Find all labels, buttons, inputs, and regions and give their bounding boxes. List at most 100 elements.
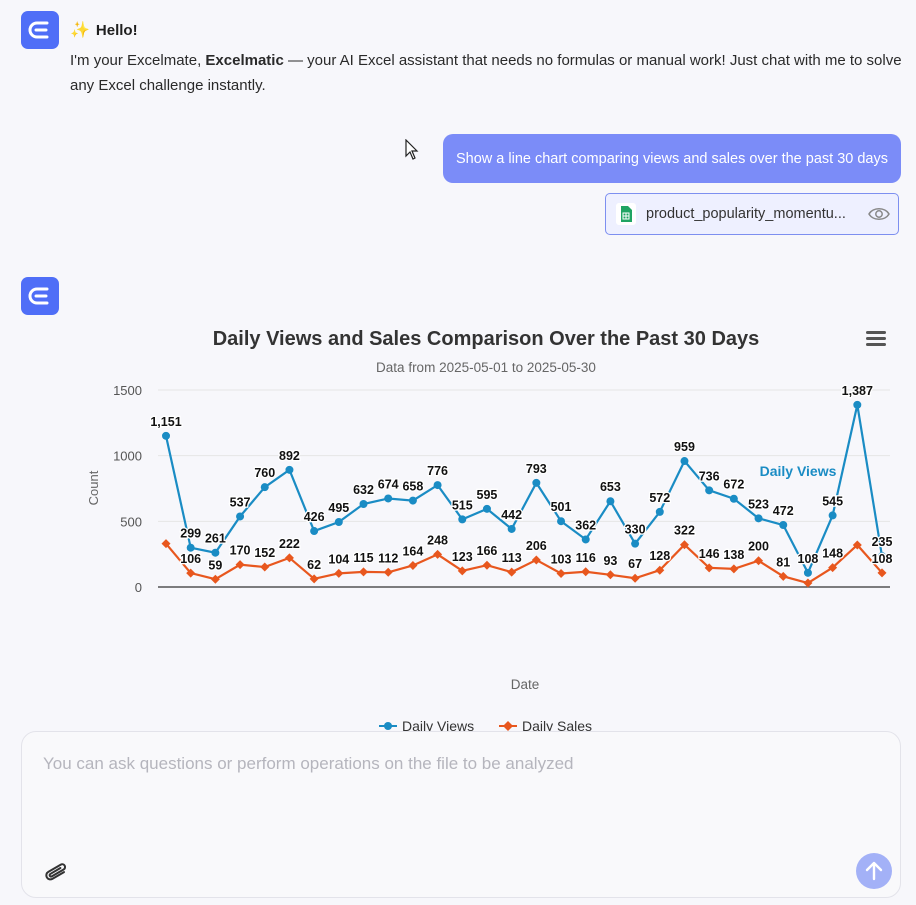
- sales-point[interactable]: [630, 573, 640, 583]
- views-point[interactable]: [359, 499, 368, 508]
- chart-menu-button[interactable]: [866, 331, 886, 349]
- sales-point[interactable]: [161, 539, 171, 549]
- attachment-filename: product_popularity_momentu...: [646, 206, 846, 222]
- views-data-label: 1,387: [842, 384, 873, 398]
- sales-data-label: 128: [649, 549, 670, 563]
- sales-point[interactable]: [605, 570, 615, 580]
- sales-point[interactable]: [408, 560, 418, 570]
- views-point[interactable]: [384, 494, 393, 503]
- sales-point[interactable]: [852, 540, 862, 550]
- views-point[interactable]: [606, 497, 615, 506]
- sales-point[interactable]: [531, 555, 541, 565]
- views-point[interactable]: [310, 527, 319, 536]
- preview-eye-icon[interactable]: [868, 205, 890, 223]
- sales-point[interactable]: [679, 540, 689, 550]
- greeting-text-start: I'm your Excelmate,: [70, 52, 206, 69]
- views-data-label: 776: [427, 464, 448, 478]
- y-tick-label: 1500: [113, 383, 142, 398]
- views-data-label: 892: [279, 449, 300, 463]
- sales-point[interactable]: [235, 560, 245, 570]
- views-data-label: 672: [723, 478, 744, 492]
- send-button[interactable]: [856, 853, 892, 889]
- views-point[interactable]: [285, 465, 294, 474]
- views-point[interactable]: [655, 507, 664, 516]
- sales-data-label: 222: [279, 537, 300, 551]
- sales-point[interactable]: [334, 568, 344, 578]
- views-point[interactable]: [408, 496, 417, 505]
- views-data-label: 495: [328, 501, 349, 515]
- views-point[interactable]: [853, 400, 862, 409]
- views-point[interactable]: [211, 548, 220, 557]
- attachment-card[interactable]: product_popularity_momentu...: [605, 193, 899, 235]
- views-point[interactable]: [433, 481, 442, 490]
- sales-point[interactable]: [655, 565, 665, 575]
- sales-point[interactable]: [754, 556, 764, 566]
- views-data-label: 261: [205, 532, 226, 546]
- views-point[interactable]: [878, 552, 886, 561]
- sales-point[interactable]: [704, 563, 714, 573]
- sales-point[interactable]: [729, 564, 739, 574]
- mouse-cursor-icon: [405, 139, 419, 160]
- sales-point[interactable]: [309, 574, 319, 584]
- sales-data-label: 322: [674, 524, 695, 538]
- sales-data-label: 104: [328, 552, 349, 566]
- views-point[interactable]: [779, 521, 788, 530]
- sales-point[interactable]: [457, 566, 467, 576]
- views-point[interactable]: [334, 517, 343, 526]
- sales-point[interactable]: [359, 567, 369, 577]
- sales-point[interactable]: [803, 578, 813, 588]
- sales-data-label: 164: [402, 544, 423, 558]
- sales-point[interactable]: [828, 563, 838, 573]
- views-point[interactable]: [162, 431, 170, 440]
- views-point[interactable]: [680, 457, 689, 466]
- views-data-label: 108: [798, 552, 819, 566]
- y-tick-label: 500: [120, 514, 142, 529]
- views-data-label: 299: [180, 527, 201, 541]
- views-data-label: 426: [304, 510, 325, 524]
- y-axis-label: Count: [86, 470, 101, 505]
- user-message-bubble: Show a line chart comparing views and sa…: [442, 134, 901, 183]
- chat-input[interactable]: [41, 752, 885, 836]
- sales-point[interactable]: [260, 562, 270, 572]
- sales-data-label: 106: [180, 552, 201, 566]
- views-point[interactable]: [729, 494, 738, 503]
- sales-point[interactable]: [778, 571, 788, 581]
- views-point[interactable]: [532, 478, 541, 487]
- greeting-title-text: Hello!: [95, 21, 138, 39]
- sales-point[interactable]: [581, 567, 591, 577]
- sales-point[interactable]: [186, 568, 196, 578]
- views-point[interactable]: [260, 483, 269, 492]
- views-data-label: 362: [575, 518, 596, 532]
- views-point[interactable]: [803, 568, 812, 577]
- sales-data-label: 59: [208, 558, 222, 572]
- sales-point[interactable]: [877, 568, 887, 578]
- sales-data-label: 206: [526, 539, 547, 553]
- sales-point[interactable]: [383, 567, 393, 577]
- views-point[interactable]: [705, 486, 714, 495]
- sales-data-label: 248: [427, 533, 448, 547]
- views-point[interactable]: [581, 535, 590, 544]
- legend-views-marker: [384, 722, 392, 730]
- sales-point[interactable]: [482, 560, 492, 570]
- views-data-label: 235: [872, 535, 893, 549]
- sales-point[interactable]: [556, 568, 566, 578]
- views-point[interactable]: [828, 511, 837, 520]
- views-point[interactable]: [557, 517, 566, 526]
- views-data-label: 658: [402, 480, 423, 494]
- sales-data-label: 103: [551, 552, 572, 566]
- views-point[interactable]: [631, 539, 640, 548]
- sales-point[interactable]: [433, 549, 443, 559]
- views-point[interactable]: [458, 515, 467, 524]
- views-point[interactable]: [186, 543, 195, 552]
- views-data-label: 793: [526, 462, 547, 476]
- sales-point[interactable]: [210, 574, 220, 584]
- sales-point[interactable]: [284, 553, 294, 563]
- views-data-label: 330: [625, 523, 646, 537]
- views-point[interactable]: [507, 524, 516, 533]
- views-point[interactable]: [236, 512, 245, 521]
- views-point[interactable]: [482, 504, 491, 513]
- sales-point[interactable]: [507, 567, 517, 577]
- arrow-up-icon: [865, 861, 883, 881]
- views-point[interactable]: [754, 514, 763, 523]
- attach-paperclip-icon[interactable]: [41, 856, 71, 886]
